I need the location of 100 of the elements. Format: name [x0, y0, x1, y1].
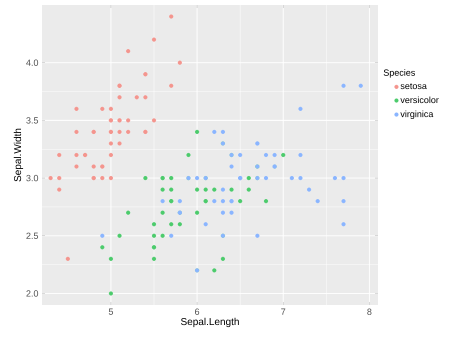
point [152, 38, 156, 42]
legend-title: Species [384, 69, 415, 78]
point [186, 152, 191, 158]
x-tick-label: 7 [281, 308, 286, 315]
point [316, 199, 320, 204]
point [169, 14, 174, 19]
point [264, 152, 268, 158]
point [126, 118, 130, 122]
point [341, 222, 346, 226]
point [298, 152, 303, 158]
point [66, 256, 70, 261]
point [272, 152, 277, 158]
point [341, 199, 346, 204]
point [108, 291, 114, 296]
point [246, 188, 251, 192]
point [194, 188, 200, 192]
point [220, 256, 226, 261]
point [143, 176, 148, 180]
point [238, 152, 242, 158]
point [108, 176, 114, 180]
point [48, 176, 53, 180]
point [92, 164, 96, 169]
point [264, 199, 268, 204]
point [57, 176, 62, 180]
y-tick-label: 4.0 [26, 60, 38, 66]
x-tick-label: 8 [367, 308, 372, 315]
point [100, 106, 104, 111]
point [169, 188, 174, 192]
point [100, 234, 104, 238]
legend-label: versicolor [400, 96, 439, 104]
point [169, 176, 174, 180]
point [298, 176, 303, 180]
point [143, 95, 148, 100]
point [212, 188, 216, 192]
point [204, 188, 208, 192]
point [178, 199, 182, 204]
y-tick-label: 3.5 [26, 117, 38, 124]
point [100, 176, 104, 180]
point [108, 106, 114, 111]
point [246, 176, 251, 180]
point [74, 130, 79, 134]
point [169, 234, 174, 238]
point [169, 222, 174, 226]
point [212, 199, 216, 204]
point [117, 95, 122, 100]
point [152, 222, 156, 226]
point [178, 222, 182, 226]
x-tick-label: 6 [195, 308, 200, 315]
point [169, 84, 174, 88]
point [152, 118, 156, 122]
point [306, 188, 312, 192]
point [204, 222, 208, 226]
point [152, 256, 156, 261]
point [74, 106, 79, 111]
legend-label: virginica [400, 110, 434, 119]
point [134, 95, 139, 100]
point [220, 210, 226, 215]
point [152, 234, 156, 238]
point [212, 130, 216, 134]
y-tick-label: 2.0 [26, 290, 38, 297]
point [57, 152, 62, 158]
point [341, 176, 346, 180]
point [194, 130, 200, 134]
y-tick-label: 3.0 [26, 174, 38, 182]
point [108, 152, 114, 158]
point [358, 84, 363, 88]
point [220, 188, 226, 192]
x-tick-label: 5 [108, 308, 114, 315]
point [229, 210, 234, 215]
point [194, 210, 200, 215]
y-tick-label: 2.5 [26, 232, 38, 239]
point [229, 188, 234, 192]
point [264, 176, 268, 180]
point [126, 49, 130, 54]
point [108, 141, 114, 146]
point [220, 130, 226, 134]
point [238, 199, 242, 204]
point [229, 164, 234, 169]
point [108, 256, 114, 261]
point [117, 130, 122, 134]
point [117, 141, 122, 146]
point [220, 199, 226, 204]
x-axis-title: Sepal.Length [180, 318, 239, 328]
point [255, 234, 260, 238]
point [281, 152, 286, 158]
point [341, 84, 346, 88]
point [332, 176, 338, 180]
y-axis-title: Sepal.Width [14, 128, 24, 182]
point [57, 188, 62, 192]
point [160, 199, 165, 204]
point [74, 164, 79, 169]
point [126, 210, 130, 215]
point [74, 152, 79, 158]
point [212, 268, 216, 272]
point [117, 234, 122, 238]
point [290, 176, 294, 180]
legend-label: setosa [400, 83, 427, 90]
point [194, 176, 200, 180]
point [160, 188, 165, 192]
point [160, 210, 165, 215]
